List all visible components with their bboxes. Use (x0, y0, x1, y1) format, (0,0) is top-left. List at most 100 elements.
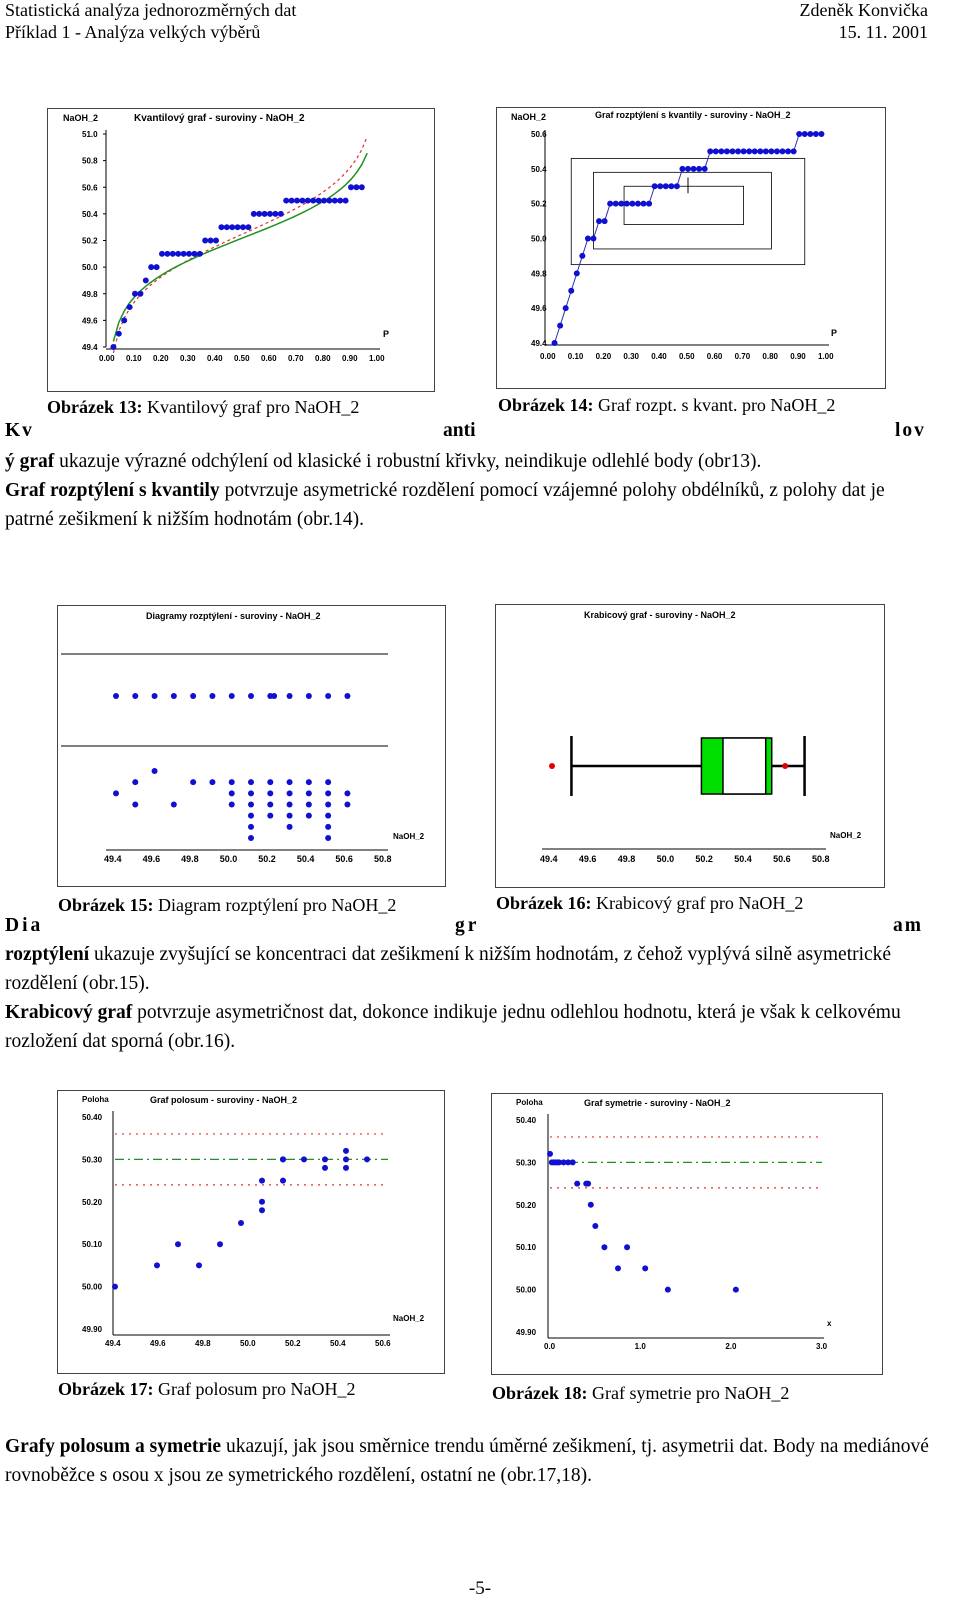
data-point (751, 148, 758, 155)
data-point (629, 200, 636, 207)
data-point (271, 693, 278, 699)
data-point (562, 305, 569, 312)
data-point (250, 210, 257, 217)
data-point (556, 1159, 563, 1166)
data-point (325, 790, 332, 797)
data-point (299, 197, 306, 204)
data-point (740, 148, 747, 155)
x-tick-label: 0.80 (315, 354, 331, 363)
data-point (283, 197, 290, 204)
data-point (245, 224, 252, 231)
spread-heading-1a: Kv (5, 420, 34, 441)
paragraph-3: Grafy polosum a symetrie ukazují, jak js… (5, 1436, 929, 1486)
data-point (690, 165, 697, 172)
y-tick-label: 49.8 (82, 290, 98, 299)
y-axis-label: Poloha (516, 1098, 543, 1107)
y-tick-label: 50.40 (82, 1113, 103, 1122)
data-point (164, 250, 171, 257)
outlier-point (549, 763, 555, 769)
y-tick-label: 50.20 (82, 1198, 103, 1207)
chart-title: Graf polosum - suroviny - NaOH_2 (150, 1095, 297, 1105)
data-point (267, 210, 273, 217)
figure-18: Poloha Graf symetrie - suroviny - NaOH_2 5… (491, 1093, 883, 1375)
data-point (773, 148, 780, 155)
data-point (732, 1286, 739, 1293)
data-point (568, 287, 575, 294)
data-point (301, 1156, 307, 1163)
data-point (261, 210, 268, 217)
data-point (159, 250, 165, 257)
data-point (685, 165, 691, 172)
data-point (305, 693, 312, 699)
spread-heading-2c: am (893, 915, 923, 936)
x-tick-label: 3.0 (816, 1342, 828, 1351)
data-point (634, 200, 641, 207)
figure-16: Krabicový graf - suroviny - NaOH_2 49.4 49… (495, 604, 885, 888)
data-point (601, 218, 608, 225)
y-axis-label: Poloha (82, 1095, 109, 1104)
data-point (304, 197, 311, 204)
data-point (248, 835, 254, 841)
data-point (322, 1156, 328, 1163)
data-point (557, 322, 564, 329)
data-point (584, 235, 591, 242)
data-point (228, 693, 235, 699)
y-tick-label: 49.6 (82, 316, 98, 325)
data-point (267, 779, 274, 786)
data-point (353, 184, 360, 191)
data-point (712, 148, 719, 155)
y-tick-label: 50.4 (82, 210, 98, 219)
data-point (286, 823, 293, 830)
data-point (664, 1286, 671, 1293)
y-axis-label: NaOH_2 (63, 113, 98, 123)
data-point (126, 304, 133, 311)
data-point (267, 812, 274, 819)
x-tick-label: 50.6 (375, 1339, 391, 1348)
x-tick-label: 0.70 (288, 354, 304, 363)
data-point (229, 224, 236, 231)
y-tick-label: 49.4 (531, 339, 547, 348)
data-point (801, 131, 808, 137)
data-point (272, 210, 279, 217)
data-point (574, 1180, 581, 1187)
quantile-rect (593, 171, 772, 250)
data-point (587, 1201, 594, 1208)
data-point (547, 1150, 553, 1157)
data-point (707, 148, 714, 155)
x-tick-label: 50.2 (285, 1339, 301, 1348)
spread-heading-1c: lov (895, 420, 926, 441)
x-axis-label: NaOH_2 (830, 831, 862, 840)
spread-heading-2b: gr (455, 915, 480, 936)
data-point (642, 1265, 649, 1272)
data-point (735, 148, 742, 155)
x-tick-label: 50.0 (657, 854, 675, 864)
data-point (132, 801, 139, 808)
robust-curve (112, 152, 368, 342)
data-point (596, 218, 603, 225)
data-point (256, 210, 263, 217)
data-point (190, 779, 197, 786)
data-point (248, 790, 254, 797)
data-point (358, 184, 365, 191)
paragraph-1: ý graf ukazuje výrazné odchýlení od klas… (5, 451, 885, 530)
paragraph-2: rozptýlení ukazuje zvyšující se koncentr… (5, 944, 901, 1052)
data-point (662, 183, 669, 190)
data-point (305, 790, 312, 797)
data-point (718, 148, 725, 155)
data-point (132, 693, 139, 699)
data-point (551, 340, 558, 346)
spread-heading-2a: Dia (5, 915, 44, 936)
data-point (196, 250, 203, 257)
box-plot: Krabicový graf - suroviny - NaOH_2 49.4 49… (540, 610, 862, 864)
data-point (325, 801, 332, 808)
header-right-2: 15. 11. 2001 (838, 22, 928, 42)
x-tick-label: 49.8 (181, 854, 199, 864)
x-tick-label: 49.8 (618, 854, 636, 864)
x-tick-label: 0.0 (544, 1342, 556, 1351)
data-point (248, 779, 254, 786)
data-point (657, 183, 664, 190)
data-point (228, 779, 235, 786)
y-tick-label: 50.10 (516, 1243, 537, 1252)
x-tick-label: 50.4 (330, 1339, 346, 1348)
y-tick-label: 50.40 (516, 1116, 537, 1125)
